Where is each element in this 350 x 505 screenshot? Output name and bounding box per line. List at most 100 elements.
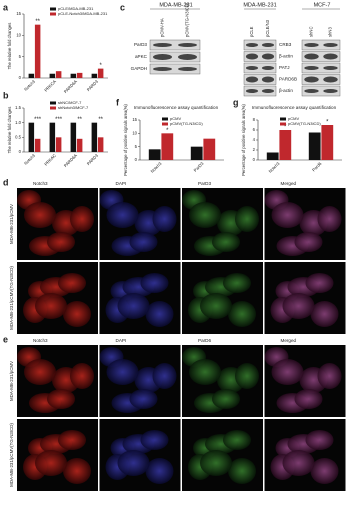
blot-box [149,39,201,51]
x-tick-label: PARD6A [63,153,78,168]
blot-row-label: PARD6B [279,77,297,82]
cell [35,293,67,319]
column-label: ParD6 [198,338,211,343]
blot-band [323,43,338,47]
cell [117,293,150,319]
legend-label: pCLE/MDA-MB-231 [58,6,94,11]
bar [76,72,83,78]
column-label: Notch3 [33,338,48,343]
bar [190,146,203,160]
legend-label: pCMV(TG-N3ICD) [170,121,203,126]
cell [271,202,304,228]
blot-box [301,74,341,85]
row-label: MDA-MB-231/pCMV(TG-N3ICD) [9,266,14,330]
blot-band [178,43,197,47]
cell [294,389,323,409]
x-tick-label: Notch3 [150,160,163,173]
column-label: Merged [281,338,297,343]
cell [24,202,56,228]
blot-band [304,76,319,83]
lane-label: pCLE/N3 [265,19,270,37]
bar [70,122,77,152]
bar [91,73,98,78]
blot-box [243,74,277,85]
cell [310,458,339,484]
bar [321,125,334,160]
legend-label: shNC/MCF-7 [58,100,82,105]
legend-label: pCLE-Notch3/MDA-MB-231 [58,11,108,16]
cell [305,273,334,293]
cell [271,359,304,385]
significance-label: * [166,128,169,134]
y-tick-label: 6 [253,127,256,132]
cell [47,232,75,252]
cell [145,301,174,327]
y-tick-label: 0 [253,157,256,162]
cell [189,359,221,385]
cell [63,301,91,327]
y-tick-label: 0.5 [15,134,21,139]
blot-band [323,53,338,60]
blot-band [261,53,275,60]
bar [91,122,98,152]
blot-band [304,43,319,47]
blot-box [243,85,277,97]
cell [145,458,174,484]
cell [223,273,251,293]
y-tick-label: 0 [19,75,22,80]
cell [58,430,86,450]
blot-band [261,76,275,83]
blot-band [323,89,338,93]
panel-label: g [233,97,239,107]
blot-row-label: CRB3 [279,42,292,47]
cell [294,232,323,252]
bar [49,122,56,152]
cell [129,389,158,409]
x-tick-label: PARD3 [86,152,100,166]
lane-label: shNC [309,27,314,37]
panel-label: d [3,177,9,187]
panel-label: c [120,2,125,12]
blot-band [153,54,172,60]
cell [305,430,334,450]
cell [212,389,240,409]
legend-swatch [50,101,56,105]
blot-row-label: β-actin [279,88,293,93]
blot-box [301,51,341,62]
column-label: Notch3 [33,181,48,186]
legend-swatch [280,117,286,121]
blot-band [178,54,197,60]
y-tick-label: 5 [19,54,22,59]
significance-label: *** [34,117,42,123]
blot-box [149,63,201,75]
cell [24,359,56,385]
lane-label: shN3 [328,27,333,37]
blot-band [304,53,319,60]
bar [55,71,62,78]
y-tick-label: 8 [253,117,256,122]
cell [317,206,342,232]
panel-label: f [116,97,120,107]
blot-row-label: ParD3 [134,42,147,47]
blot-row-label: GAPDH [131,66,147,71]
y-tick-label: 4 [253,137,256,142]
bar [55,137,62,152]
y-tick-label: 0 [19,149,22,154]
cell [35,450,67,476]
legend-swatch [162,117,168,121]
row-label: MDA-MB-231/pCMV(TG-N3ICD) [9,423,14,487]
panel-label: a [3,2,9,12]
lane-label: pCLE [249,26,254,37]
blot-band [245,53,259,60]
legend-swatch [280,122,286,126]
y-tick-label: 5 [135,144,138,149]
x-tick-label: PRKCA [43,79,57,93]
blot-band [261,89,275,93]
blot-band [261,43,275,47]
blot-band [245,76,259,83]
y-axis-label: The relative fold changes [7,107,12,154]
cell [189,202,221,228]
significance-label: ** [77,117,82,123]
y-tick-label: 0 [135,157,138,162]
